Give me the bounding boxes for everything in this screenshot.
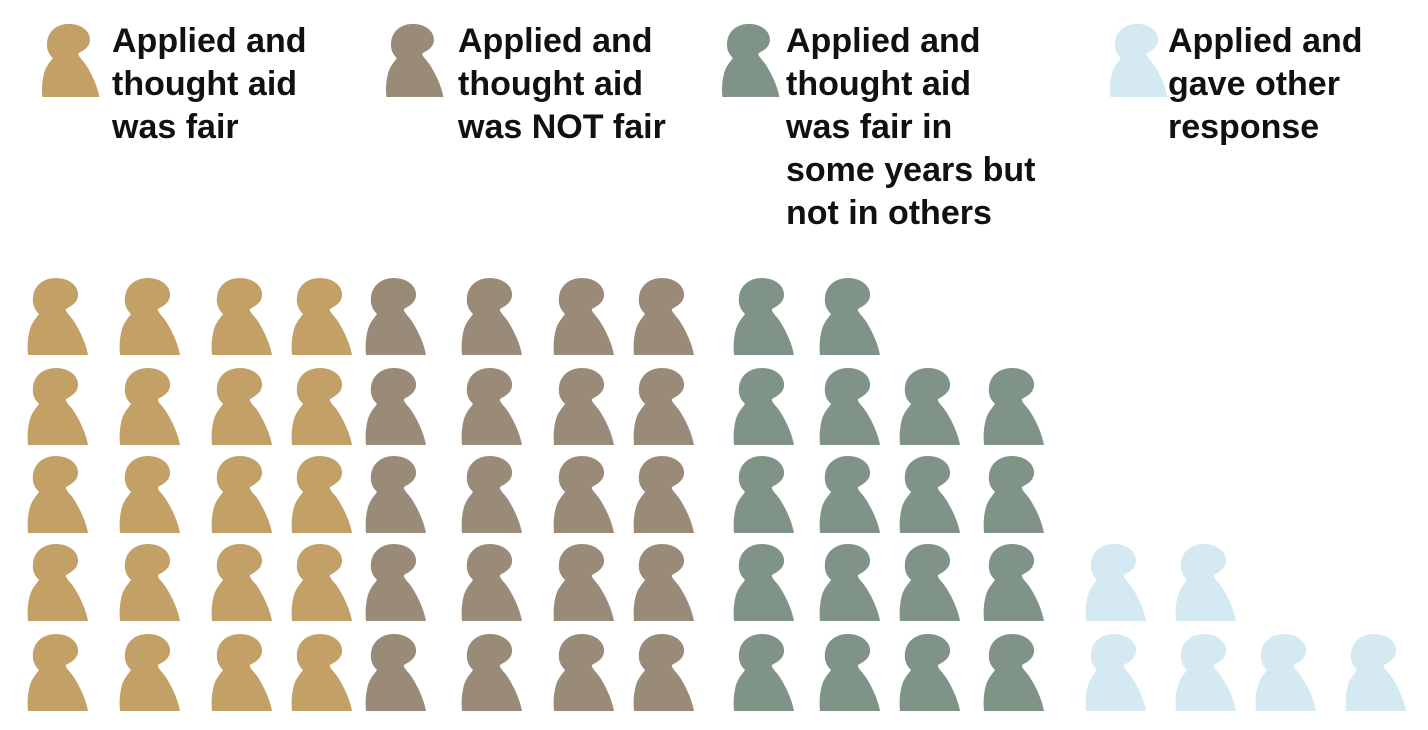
- person-icon-1-18: [119, 634, 180, 711]
- legend-label-3: Applied and thought aid was fair in some ye…: [785, 22, 1035, 232]
- legend-label-line: Applied and: [458, 22, 653, 60]
- person-icon-2-4: [633, 278, 694, 355]
- person-icon-2-15: [553, 544, 614, 621]
- person-icon-1-1: [27, 278, 88, 355]
- category-group-4: [1085, 544, 1406, 711]
- person-icon-3-5: [899, 368, 960, 445]
- person-icon-2-19: [553, 634, 614, 711]
- person-icon-3-7: [733, 456, 794, 533]
- person-icon-2-5: [365, 368, 426, 445]
- person-icon-3-10: [983, 456, 1044, 533]
- person-icon-1-19: [211, 634, 272, 711]
- legend-label-line: was NOT fair: [457, 108, 666, 146]
- person-icon-2-10: [461, 456, 522, 533]
- person-icon-1-6: [119, 368, 180, 445]
- person-icon-3-8: [819, 456, 880, 533]
- legend-label-line: thought aid: [458, 65, 643, 103]
- person-icon-3-3: [733, 368, 794, 445]
- person-icon-2-3: [553, 278, 614, 355]
- legend-label-line: was fair: [111, 108, 239, 146]
- person-icon-2-7: [553, 368, 614, 445]
- person-icon-1-14: [119, 544, 180, 621]
- person-icon-1-10: [119, 456, 180, 533]
- person-icon-3-2: [819, 278, 880, 355]
- person-icon-2-8: [633, 368, 694, 445]
- person-icon-4-1: [1085, 544, 1146, 621]
- legend-label-line: Applied and: [112, 22, 307, 60]
- legend-label-4: Applied and gave other response: [1168, 22, 1363, 146]
- person-icon-3-14: [983, 544, 1044, 621]
- person-icon-2-6: [461, 368, 522, 445]
- person-icon-1-3: [211, 278, 272, 355]
- legend-entry-4: Applied and gave other response: [1110, 22, 1363, 146]
- person-icon-1-2: [119, 278, 180, 355]
- person-icon-4-5: [1255, 634, 1316, 711]
- person-icon-4-2: [1175, 544, 1236, 621]
- legend-person-icon-2: [386, 23, 444, 98]
- legend-label-line: gave other: [1168, 65, 1340, 103]
- person-icon-1-13: [27, 544, 88, 621]
- legend-label-line: response: [1168, 108, 1319, 146]
- legend-label-line: thought aid: [786, 65, 971, 103]
- person-icon-1-5: [27, 368, 88, 445]
- legend-entry-2: Applied and thought aid was NOT fair: [386, 22, 666, 146]
- person-icon-1-11: [211, 456, 272, 533]
- legend-label-1: Applied and thought aid was fair: [111, 22, 307, 146]
- person-icon-3-16: [819, 634, 880, 711]
- person-icon-1-4: [291, 278, 352, 355]
- person-icon-2-1: [365, 278, 426, 355]
- person-icon-2-11: [553, 456, 614, 533]
- category-group-3: [733, 278, 1044, 711]
- person-icon-1-12: [291, 456, 352, 533]
- person-icon-2-9: [365, 456, 426, 533]
- person-icon-1-16: [291, 544, 352, 621]
- legend-label-line: was fair in: [785, 108, 952, 146]
- person-icon-2-14: [461, 544, 522, 621]
- person-icon-2-18: [461, 634, 522, 711]
- person-icon-2-20: [633, 634, 694, 711]
- legend-label-line: Applied and: [786, 22, 981, 60]
- legend-person-icon-4: [1110, 23, 1168, 98]
- person-icon-3-6: [983, 368, 1044, 445]
- person-icon-3-11: [733, 544, 794, 621]
- person-icon-1-17: [27, 634, 88, 711]
- legend-entry-3: Applied and thought aid was fair in some ye…: [722, 22, 1035, 232]
- person-icon-1-7: [211, 368, 272, 445]
- person-icon-4-3: [1085, 634, 1146, 711]
- person-icon-1-20: [291, 634, 352, 711]
- legend-entry-1: Applied and thought aid was fair: [42, 22, 307, 146]
- person-icon-4-6: [1345, 634, 1406, 711]
- person-icon-2-13: [365, 544, 426, 621]
- icon-grid: [27, 278, 1406, 711]
- person-icon-3-18: [983, 634, 1044, 711]
- category-group-1: [27, 278, 352, 711]
- category-group-2: [365, 278, 694, 711]
- legend-label-line: Applied and: [1168, 22, 1363, 60]
- legend-label-line: thought aid: [112, 65, 297, 103]
- person-icon-3-13: [899, 544, 960, 621]
- person-icon-4-4: [1175, 634, 1236, 711]
- legend-person-icon-3: [722, 23, 780, 98]
- legend-label-2: Applied and thought aid was NOT fair: [457, 22, 666, 146]
- person-icon-2-16: [633, 544, 694, 621]
- person-icon-3-17: [899, 634, 960, 711]
- person-icon-2-17: [365, 634, 426, 711]
- person-icon-1-8: [291, 368, 352, 445]
- person-icon-2-12: [633, 456, 694, 533]
- person-icon-1-15: [211, 544, 272, 621]
- person-icon-3-15: [733, 634, 794, 711]
- person-icon-3-4: [819, 368, 880, 445]
- person-icon-3-12: [819, 544, 880, 621]
- legend-label-line: some years but: [786, 151, 1035, 189]
- legend-person-icon-1: [42, 23, 100, 98]
- person-icon-1-9: [27, 456, 88, 533]
- person-icon-2-2: [461, 278, 522, 355]
- legend-label-line: not in others: [786, 194, 992, 232]
- person-icon-3-9: [899, 456, 960, 533]
- person-icon-3-1: [733, 278, 794, 355]
